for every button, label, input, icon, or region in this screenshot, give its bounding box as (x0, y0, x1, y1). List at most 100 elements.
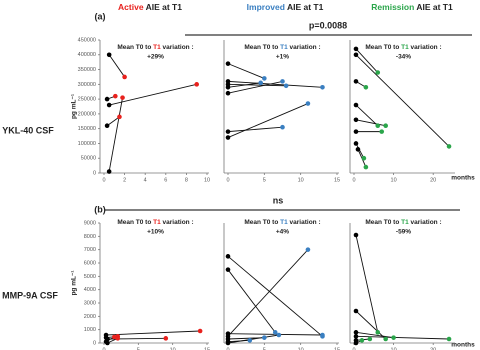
patient-line (227, 82, 261, 88)
chart-subtitle: Mean T0 to T1 variation : (117, 44, 193, 51)
y-tick-label: 5000 (84, 274, 96, 280)
variation: +10% (147, 229, 164, 236)
y-tick-label: 2000 (84, 314, 96, 320)
patient-point (197, 328, 203, 334)
patient-line (355, 335, 450, 340)
y-tick-label: 4000 (84, 287, 96, 293)
patient-point (353, 340, 359, 346)
patient-point (225, 254, 231, 259)
y-tick-label: 350000 (78, 67, 96, 73)
patient-point (225, 267, 231, 272)
patient-point (375, 330, 381, 335)
patient-point (353, 232, 359, 238)
patient-line (355, 234, 379, 333)
patient-point (225, 129, 231, 134)
header-rest: AIE at T1 (144, 2, 183, 12)
panel-label: (a) (95, 11, 106, 21)
subtitle-part: Mean T0 to (244, 219, 280, 226)
patient-point (375, 70, 381, 75)
header-rest: AIE at T1 (414, 2, 453, 12)
row-label: YKL-40 CSF (2, 125, 54, 135)
subtitle-part: variation : (161, 44, 194, 51)
patient-line (355, 119, 386, 127)
y-tick-label: 300000 (78, 82, 96, 88)
patient-line (227, 80, 323, 88)
x-tick-label: 15 (334, 347, 340, 350)
patient-point (446, 144, 452, 149)
patient-point (194, 82, 199, 87)
subtitle-part: Mean T0 to (117, 219, 153, 226)
variation: +29% (147, 54, 164, 61)
patient-point (247, 338, 253, 343)
patient-line (227, 126, 283, 133)
y-tick-label: 0 (93, 340, 96, 346)
x-tick-label: 10 (204, 177, 210, 183)
patient-line (106, 330, 201, 336)
chart-subtitle: Mean T0 to T1 variation : (365, 44, 441, 51)
patient-point (353, 308, 359, 314)
column-header: Active AIE at T1 (118, 2, 182, 12)
chart-subtitle: Mean T0 to T1 variation : (365, 219, 441, 226)
x-tick-label: 15 (204, 347, 210, 350)
x-tick-label: 10 (391, 347, 397, 350)
patient-point (353, 52, 359, 58)
patient-point (225, 135, 231, 140)
patient-point (361, 155, 367, 161)
patient-line (227, 255, 323, 337)
patient-line (227, 249, 309, 337)
patient-point (320, 84, 325, 90)
patient-point (122, 74, 127, 80)
subtitle-part: Mean T0 to (365, 44, 401, 51)
patient-point (258, 80, 264, 86)
patient-point (225, 90, 231, 96)
patient-point (383, 336, 388, 342)
variation: +1% (276, 54, 289, 61)
x-tick-label: 5 (263, 347, 266, 350)
x-tick-label: 20 (430, 347, 436, 350)
patient-point (353, 102, 359, 108)
row-label: MMP-9A CSF (2, 290, 58, 300)
patient-point (113, 93, 118, 99)
patient-line (355, 331, 394, 339)
x-tick-label: 0 (102, 177, 105, 183)
subtitle-part: variation : (161, 219, 194, 226)
header-rest: AIE at T1 (285, 2, 324, 12)
x-tick-label: 0 (226, 177, 229, 183)
subtitle-part: T1 (401, 44, 409, 51)
variation: +4% (276, 229, 289, 236)
patient-point (363, 164, 369, 170)
x-tick-label: 0 (352, 347, 355, 350)
y-tick-label: 8000 (84, 234, 96, 240)
x-unit: months (451, 342, 475, 349)
x-tick-label: 5 (263, 177, 266, 183)
chart-subtitle: Mean T0 to T1 variation : (244, 219, 320, 226)
y-tick-label: 100000 (78, 141, 96, 147)
subtitle-part: T1 (153, 219, 161, 226)
patient-point (320, 332, 325, 338)
patient-point (115, 336, 121, 341)
y-axis-label: pg mL⁻¹ (71, 270, 78, 295)
x-tick-label: 5 (137, 347, 140, 350)
y-tick-label: 1000 (84, 327, 96, 333)
patient-point (106, 102, 112, 108)
patient-point (280, 79, 285, 84)
patient-point (106, 169, 112, 174)
patient-point (446, 336, 452, 342)
y-tick-label: 450000 (78, 37, 96, 43)
y-tick-label: 400000 (78, 52, 96, 58)
header-highlight: Improved (247, 2, 285, 12)
x-tick-label: 10 (298, 347, 304, 350)
patient-point (359, 338, 365, 343)
y-tick-label: 9000 (84, 220, 96, 226)
x-tick-label: 6 (164, 177, 167, 183)
column-header: Improved AIE at T1 (247, 2, 324, 12)
patient-point (353, 79, 359, 84)
subtitle-part: T1 (280, 219, 288, 226)
header-highlight: Remission (371, 2, 414, 12)
y-tick-label: 3000 (84, 300, 96, 306)
subtitle-part: T1 (280, 44, 288, 51)
x-tick-label: 4 (144, 177, 147, 183)
patient-point (283, 83, 289, 89)
patient-line (108, 54, 125, 78)
